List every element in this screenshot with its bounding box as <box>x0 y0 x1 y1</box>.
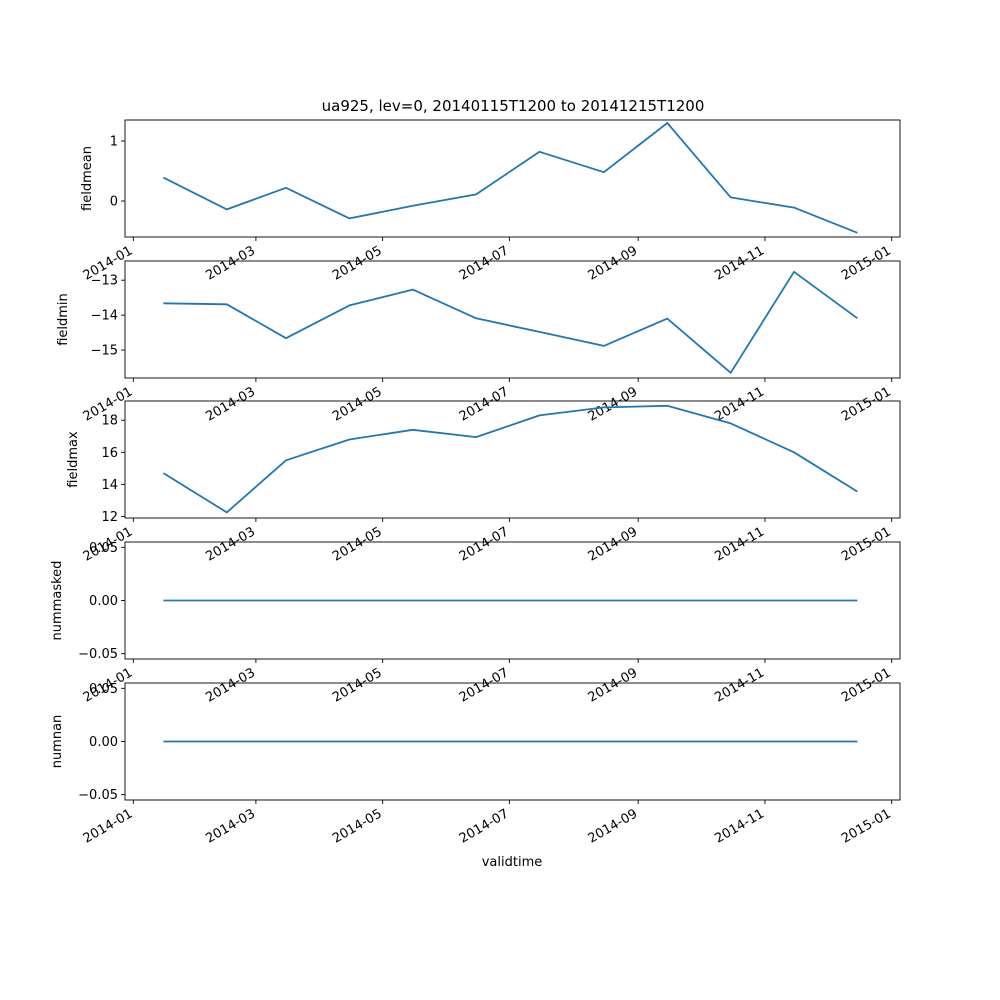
series-line <box>162 122 858 234</box>
x-tick-label: 2014-05 <box>330 243 385 283</box>
y-axis-label: nummasked <box>50 561 65 641</box>
y-tick-label: 0.00 <box>89 594 118 609</box>
x-tick-label: 2014-03 <box>203 665 258 705</box>
y-tick-label: −0.05 <box>78 647 118 662</box>
x-tick-label: 2014-03 <box>203 243 258 283</box>
x-tick-label: 2015-01 <box>839 665 894 705</box>
y-tick-label: −15 <box>91 344 118 359</box>
x-tick-label: 2014-11 <box>712 384 767 424</box>
x-tick-label: 2014-07 <box>457 524 512 564</box>
x-tick-label: 2014-07 <box>457 806 512 846</box>
x-axis-label: validtime <box>482 855 543 870</box>
series-line <box>163 270 858 374</box>
y-tick-label: 0.05 <box>89 682 118 697</box>
y-axis-label: fieldmin <box>56 293 71 346</box>
y-tick-label: 0 <box>110 195 118 210</box>
x-tick-label: 2014-09 <box>586 806 641 846</box>
x-tick-label: 2014-05 <box>330 665 385 705</box>
x-tick-label: 2014-09 <box>586 384 641 424</box>
panel-numnan: −0.05 0.00 0.05 2014-01 2014-03 2014-05 2014-0… <box>50 682 901 847</box>
axes-frame <box>124 119 901 238</box>
x-tick-label: 2014-01 <box>81 806 136 846</box>
x-tick-label: 2014-03 <box>203 806 258 846</box>
axes-frame <box>124 400 901 519</box>
y-axis-label: fieldmax <box>66 431 81 488</box>
y-tick-label: 16 <box>101 446 118 461</box>
x-tick-label: 2014-09 <box>586 665 641 705</box>
x-tick-label: 2014-11 <box>712 665 767 705</box>
x-tick-label: 2014-05 <box>330 806 385 846</box>
x-tick-label: 2014-09 <box>586 243 641 283</box>
chart-title: ua925, lev=0, 20140115T1200 to 20141215T… <box>322 97 705 115</box>
y-tick-label: 18 <box>101 414 118 429</box>
x-tick-label: 2014-05 <box>330 384 385 424</box>
x-tick-label: 2015-01 <box>839 806 894 846</box>
x-tick-label: 2015-01 <box>839 524 894 564</box>
x-tick-label: 2014-11 <box>712 243 767 283</box>
x-tick-label: 2014-07 <box>457 384 512 424</box>
y-tick-label: 0.00 <box>89 735 118 750</box>
x-tick-label: 2014-03 <box>203 524 258 564</box>
x-tick-label: 2015-01 <box>839 243 894 283</box>
y-tick-label: −0.05 <box>78 788 118 803</box>
x-tick-label: 2015-01 <box>839 384 894 424</box>
x-tick-label: 2014-07 <box>457 665 512 705</box>
x-tick-label: 2014-07 <box>457 243 512 283</box>
y-axis-label: fieldmean <box>80 146 95 211</box>
x-tick-label: 2014-03 <box>203 384 258 424</box>
y-tick-label: −14 <box>91 309 118 324</box>
y-tick-label: 0.05 <box>89 541 118 556</box>
y-tick-label: −13 <box>91 274 118 289</box>
y-tick-label: 1 <box>110 135 118 150</box>
x-tick-label: 2014-09 <box>586 524 641 564</box>
panels: 0 1 2014-01 2014-03 2014-05 2014-07 2014-09 201… <box>50 119 901 847</box>
y-axis-label: numnan <box>50 715 65 769</box>
x-tick-label: 2014-11 <box>712 806 767 846</box>
y-tick-label: 12 <box>101 510 118 525</box>
series-line <box>162 404 858 514</box>
x-tick-label: 2014-05 <box>330 524 385 564</box>
x-tick-label: 2014-11 <box>712 524 767 564</box>
axes-frame <box>124 260 901 379</box>
y-tick-label: 14 <box>101 478 118 493</box>
